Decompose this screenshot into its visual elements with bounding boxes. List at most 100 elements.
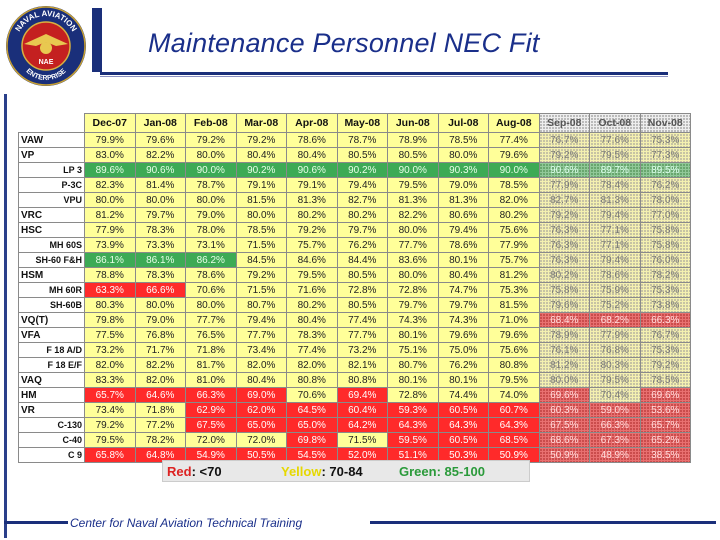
table-cell: 78.6% — [589, 267, 641, 283]
table-cell: 78.8% — [84, 267, 136, 283]
table-cell: 80.7% — [235, 297, 287, 313]
table-cell: 90.3% — [437, 162, 489, 178]
legend-red-label: Red — [167, 463, 192, 479]
legend-green: Green: 85-100 — [399, 464, 485, 479]
row-label: VRC — [18, 207, 85, 223]
table-row: VR 73.4% 71.8% 62.9% 62.0% 64.5% 60.4% 59.3% 60.… — [18, 402, 691, 418]
table-cell: 78.3% — [286, 327, 338, 343]
legend-yellow-label: Yellow — [281, 463, 322, 479]
table-cell: 80.8% — [488, 357, 540, 373]
table-cell: 71.0% — [488, 312, 540, 328]
footer-text: Center for Naval Aviation Technical Trai… — [70, 516, 303, 530]
table-cell: 50.3% — [437, 447, 489, 463]
table-cell: 79.4% — [589, 252, 641, 268]
table-cell: 82.2% — [134, 357, 186, 373]
table-cell: 79.0% — [134, 312, 186, 328]
footer-line-right — [370, 521, 716, 524]
table-cell: 86.1% — [134, 252, 186, 268]
table-cell: 76.2% — [336, 237, 388, 253]
table-cell: 80.5% — [387, 147, 439, 163]
table-cell: 78.5% — [488, 177, 540, 193]
table-cell: 74.0% — [488, 387, 540, 403]
row-label: VPU — [18, 192, 85, 208]
table-cell: 83.0% — [84, 147, 136, 163]
table-cell: 75.9% — [589, 282, 641, 298]
table-cell: 79.2% — [639, 357, 691, 373]
table-cell: 90.2% — [336, 162, 388, 178]
table-cell: 80.0% — [235, 207, 287, 223]
table-cell: 78.3% — [134, 222, 186, 238]
table-cell: 79.7% — [387, 297, 439, 313]
table-cell: 77.7% — [387, 237, 439, 253]
table-row: HM 65.7% 64.6% 66.3% 69.0% 70.6% 69.4% 72.8% 74.… — [18, 387, 691, 403]
table-cell: 77.4% — [286, 342, 338, 358]
table-cell: 74.4% — [437, 387, 489, 403]
title-underline-thin — [100, 76, 668, 77]
table-cell: 80.2% — [488, 207, 540, 223]
table-cell: 77.6% — [589, 132, 641, 148]
table-cell: 80.1% — [387, 327, 439, 343]
row-label: C-40 — [18, 432, 85, 448]
table-cell: 51.1% — [387, 447, 439, 463]
table-cell: 75.2% — [589, 297, 641, 313]
table-cell: 53.6% — [639, 402, 691, 418]
row-label: F 18 A/D — [18, 342, 85, 358]
table-cell: 65.2% — [639, 432, 691, 448]
table-cell: 82.0% — [488, 192, 540, 208]
row-label: C 9 — [18, 447, 85, 463]
column-header: Mar-08 — [235, 113, 287, 133]
table-cell: 64.3% — [488, 417, 540, 433]
table-cell: 73.1% — [185, 237, 237, 253]
row-label: LP 3 — [18, 162, 85, 178]
table-cell: 83.6% — [387, 252, 439, 268]
legend-yellow: Yellow: 70-84 — [281, 464, 363, 479]
table-cell: 66.3% — [589, 417, 641, 433]
table-cell: 80.4% — [235, 372, 287, 388]
table-cell: 79.0% — [185, 207, 237, 223]
nec-fit-table-container: Dec-07 Jan-08 Feb-08 Mar-08 Apr-08 May-08 Jun-… — [18, 113, 691, 463]
row-label: VR — [18, 402, 85, 418]
table-cell: 79.2% — [185, 132, 237, 148]
table-header-row: Dec-07 Jan-08 Feb-08 Mar-08 Apr-08 May-08 Jun-… — [18, 113, 691, 133]
table-cell: 79.7% — [437, 297, 489, 313]
table-cell: 78.7% — [336, 132, 388, 148]
table-cell: 81.3% — [589, 192, 641, 208]
table-cell: 71.6% — [286, 282, 338, 298]
table-cell: 76.7% — [538, 132, 590, 148]
table-cell: 78.0% — [185, 222, 237, 238]
table-cell: 80.1% — [437, 372, 489, 388]
table-row: HSM 78.8% 78.3% 78.6% 79.2% 79.5% 80.5% 80.0% 80… — [18, 267, 691, 283]
table-cell: 63.3% — [84, 282, 136, 298]
column-header: Oct-08 — [589, 113, 641, 133]
table-cell: 64.2% — [336, 417, 388, 433]
table-cell: 72.8% — [387, 282, 439, 298]
table-cell: 90.6% — [134, 162, 186, 178]
table-cell: 70.4% — [589, 387, 641, 403]
table-cell: 69.0% — [235, 387, 287, 403]
table-cell: 84.5% — [235, 252, 287, 268]
table-cell: 71.7% — [134, 342, 186, 358]
table-cell: 77.3% — [639, 147, 691, 163]
table-cell: 72.8% — [336, 282, 388, 298]
table-cell: 73.9% — [84, 237, 136, 253]
table-cell: 80.2% — [286, 297, 338, 313]
row-label: MH 60S — [18, 237, 85, 253]
table-cell: 65.7% — [84, 387, 136, 403]
row-label: HSC — [18, 222, 85, 238]
table-cell: 50.9% — [538, 447, 590, 463]
table-cell: 83.3% — [84, 372, 136, 388]
table-row: VRC 81.2% 79.7% 79.0% 80.0% 80.2% 80.2% 82.2% 80… — [18, 207, 691, 223]
table-cell: 71.8% — [185, 342, 237, 358]
table-cell: 69.4% — [336, 387, 388, 403]
table-cell: 77.7% — [336, 327, 388, 343]
row-label: SH-60 F&H — [18, 252, 85, 268]
table-cell: 77.4% — [488, 132, 540, 148]
table-cell: 82.0% — [286, 357, 338, 373]
table-cell: 74.3% — [387, 312, 439, 328]
table-cell: 79.2% — [84, 417, 136, 433]
table-cell: 75.3% — [488, 282, 540, 298]
row-label: VFA — [18, 327, 85, 343]
table-cell: 84.6% — [286, 252, 338, 268]
table-cell: 82.7% — [336, 192, 388, 208]
table-row: VFA 77.5% 76.8% 76.5% 77.7% 78.3% 77.7% 80.1% 79… — [18, 327, 691, 343]
